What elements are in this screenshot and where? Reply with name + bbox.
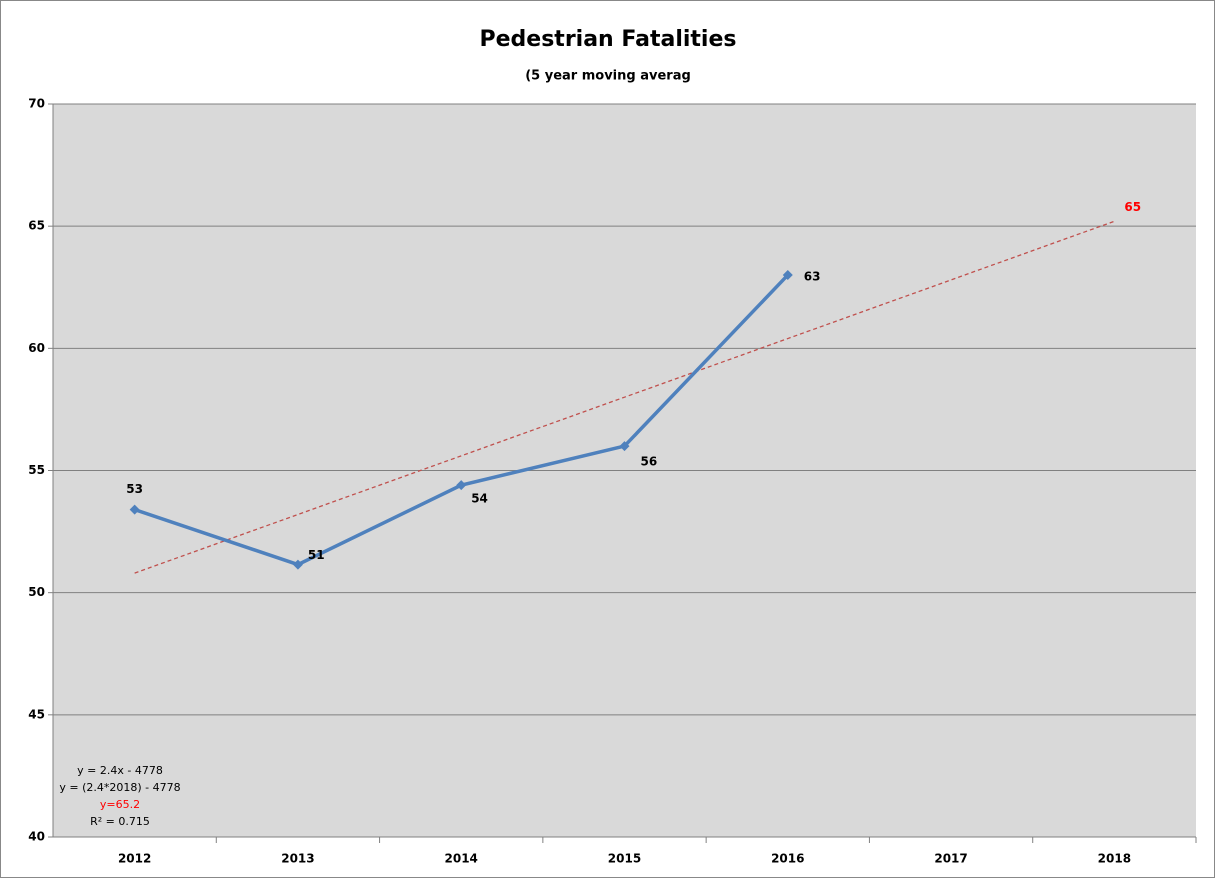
data-point [619, 441, 630, 452]
annotation: y=65.2 [100, 798, 140, 811]
y-tick-label: 40 [28, 830, 45, 844]
x-tick-label: 2018 [1098, 852, 1131, 866]
y-tick-label: 45 [28, 707, 45, 721]
x-tick-label: 2016 [771, 852, 804, 866]
y-tick-label: 65 [28, 219, 45, 233]
chart-subtitle: (5 year moving averag [525, 69, 691, 84]
data-label: 54 [471, 492, 488, 506]
x-tick-label: 2012 [118, 852, 151, 866]
data-point [782, 270, 793, 281]
data-label: 53 [126, 482, 143, 496]
data-point [129, 504, 140, 515]
data-label: 51 [308, 548, 325, 562]
data-label: 63 [804, 270, 821, 284]
annotation: R² = 0.715 [90, 815, 150, 828]
trend-label: 65 [1124, 200, 1141, 214]
x-tick-label: 2014 [445, 852, 478, 866]
data-point [292, 559, 303, 570]
y-tick-label: 70 [28, 97, 45, 111]
y-tick-label: 60 [28, 341, 45, 355]
data-label: 56 [641, 455, 658, 469]
x-tick-label: 2015 [608, 852, 641, 866]
y-tick-label: 50 [28, 585, 45, 599]
data-point [456, 480, 467, 491]
annotation: y = 2.4x - 4778 [77, 764, 163, 777]
x-tick-label: 2013 [281, 852, 314, 866]
chart-title: Pedestrian Fatalities [480, 27, 737, 52]
x-tick-label: 2017 [934, 852, 967, 866]
trendline [134, 220, 1115, 574]
y-tick-label: 55 [28, 463, 45, 477]
annotation: y = (2.4*2018) - 4778 [59, 781, 180, 794]
